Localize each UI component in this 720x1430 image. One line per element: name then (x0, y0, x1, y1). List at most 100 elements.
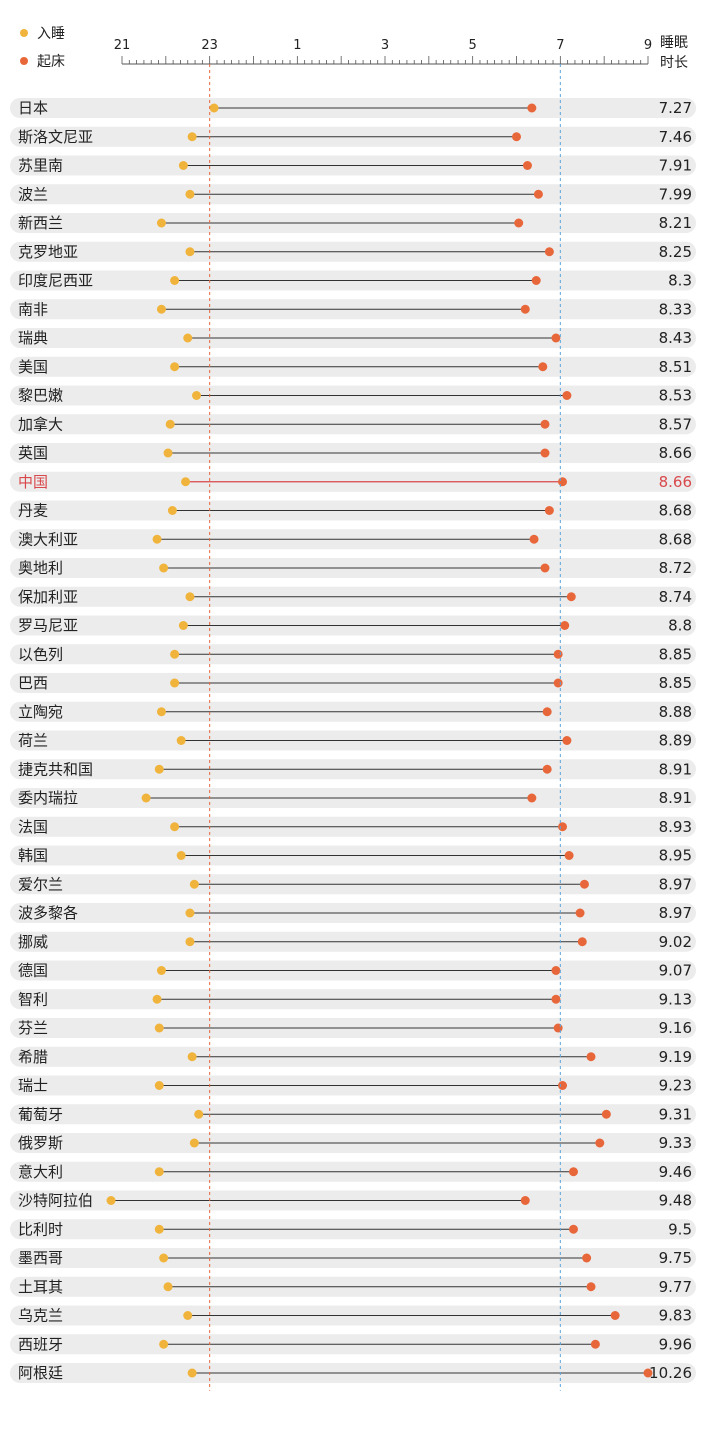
duration-value: 8.53 (659, 387, 692, 405)
x-tick-label: 21 (114, 38, 131, 53)
country-label: 韩国 (18, 847, 48, 865)
country-label: 罗马尼亚 (18, 617, 78, 635)
sleep-point (141, 793, 151, 803)
country-label: 中国 (18, 473, 48, 491)
duration-value: 8.68 (659, 530, 692, 548)
duration-value: 8.97 (659, 904, 692, 922)
sleep-point (178, 161, 188, 170)
duration-value: 8.85 (659, 645, 692, 663)
data-row: 西班牙 9.96 (10, 1334, 696, 1355)
data-row: 保加利亚 8.74 (10, 586, 696, 607)
data-row: 立陶宛 8.88 (10, 701, 696, 722)
sleep-point (189, 879, 199, 889)
duration-value: 9.07 (659, 962, 692, 980)
country-label: 巴西 (18, 674, 48, 692)
country-label: 波兰 (18, 185, 48, 203)
country-label: 印度尼西亚 (18, 272, 93, 290)
country-label: 加拿大 (18, 415, 63, 433)
sleep-point (154, 1167, 164, 1177)
wake-point (551, 333, 561, 343)
duration-value: 8.68 (659, 502, 692, 520)
legend-wake-marker (20, 57, 28, 65)
country-label: 丹麦 (18, 502, 48, 520)
wake-point (527, 793, 537, 803)
data-row: 俄罗斯 9.33 (10, 1133, 696, 1153)
wake-point (586, 1282, 596, 1292)
sleep-point (187, 132, 197, 142)
data-row: 芬兰 9.16 (10, 1018, 696, 1038)
duration-value: 9.16 (659, 1019, 692, 1037)
data-row: 美国 8.51 (10, 356, 696, 377)
country-label: 委内瑞拉 (18, 789, 78, 807)
wake-point (542, 764, 552, 774)
wake-point (540, 419, 550, 429)
data-row: 葡萄牙 9.31 (10, 1104, 696, 1125)
country-label: 苏里南 (18, 157, 63, 175)
data-row: 智利 9.13 (10, 989, 696, 1010)
country-label: 澳大利亚 (18, 530, 78, 548)
data-row: 瑞士 9.23 (10, 1075, 696, 1096)
duration-value: 7.27 (659, 99, 692, 117)
country-label: 美国 (18, 358, 48, 376)
sleep-point (187, 1368, 197, 1378)
country-label: 英国 (18, 444, 48, 462)
duration-value: 8.93 (659, 818, 692, 836)
data-row: 瑞典 8.43 (10, 328, 696, 348)
data-row: 丹麦 8.68 (10, 500, 696, 521)
duration-value: 8.66 (659, 444, 692, 462)
duration-value: 8.97 (659, 875, 692, 893)
wake-point (575, 908, 585, 918)
duration-value: 9.46 (659, 1163, 692, 1181)
sleep-point (176, 736, 186, 745)
duration-value: 9.96 (659, 1335, 692, 1353)
wake-point (586, 1052, 596, 1062)
sleep-point (183, 333, 193, 343)
sleep-point (106, 1196, 116, 1205)
sleep-point (165, 419, 175, 429)
data-row: 巴西 8.85 (10, 673, 696, 693)
wake-point (568, 1167, 578, 1177)
data-row: 比利时 9.5 (10, 1219, 696, 1240)
data-row: 中国 8.66 (10, 471, 696, 492)
duration-value: 9.77 (659, 1278, 692, 1296)
duration-value: 8.43 (659, 329, 692, 347)
data-row: 乌克兰 9.83 (10, 1305, 696, 1326)
sleep-point (170, 678, 180, 688)
country-label: 瑞典 (18, 329, 48, 347)
sleep-point (183, 1311, 193, 1320)
country-label: 阿根廷 (18, 1364, 63, 1382)
sleep-point (176, 851, 186, 860)
duration-value: 8.72 (659, 559, 692, 577)
data-row: 南非 8.33 (10, 299, 696, 320)
data-row: 澳大利亚 8.68 (10, 529, 696, 550)
wake-point (544, 247, 554, 257)
data-row: 捷克共和国 8.91 (10, 759, 696, 780)
wake-point (512, 132, 521, 142)
country-label: 立陶宛 (18, 703, 63, 721)
wake-point (551, 994, 561, 1004)
sleep-point (163, 1282, 173, 1292)
sleep-point (185, 937, 195, 947)
wake-point (643, 1368, 653, 1378)
data-row: 以色列 8.85 (10, 644, 696, 665)
duration-value: 8.89 (659, 732, 692, 750)
wake-point (558, 477, 568, 487)
x-tick-label: 9 (644, 38, 652, 53)
duration-value: 8.85 (659, 674, 692, 692)
wake-point (520, 304, 530, 314)
sleep-point (154, 1023, 164, 1033)
data-row: 韩国 8.95 (10, 845, 696, 866)
data-row: 苏里南 7.91 (10, 155, 696, 176)
country-label: 以色列 (18, 645, 63, 663)
data-row: 波兰 7.99 (10, 184, 696, 205)
duration-header-line-1: 睡眠 (660, 35, 688, 51)
sleep-point (156, 218, 166, 228)
country-label: 沙特阿拉伯 (18, 1192, 93, 1210)
duration-value: 8.51 (659, 358, 692, 376)
country-label: 西班牙 (18, 1335, 63, 1353)
duration-value: 9.19 (659, 1048, 692, 1066)
sleep-point (187, 1052, 197, 1062)
data-rows: 日本 7.27 斯洛文尼亚 7.46 苏里南 7.91 波兰 7.99 新西兰 8.21 克罗地亚 8… (10, 98, 696, 1383)
data-row: 爱尔兰 8.97 (10, 874, 696, 895)
